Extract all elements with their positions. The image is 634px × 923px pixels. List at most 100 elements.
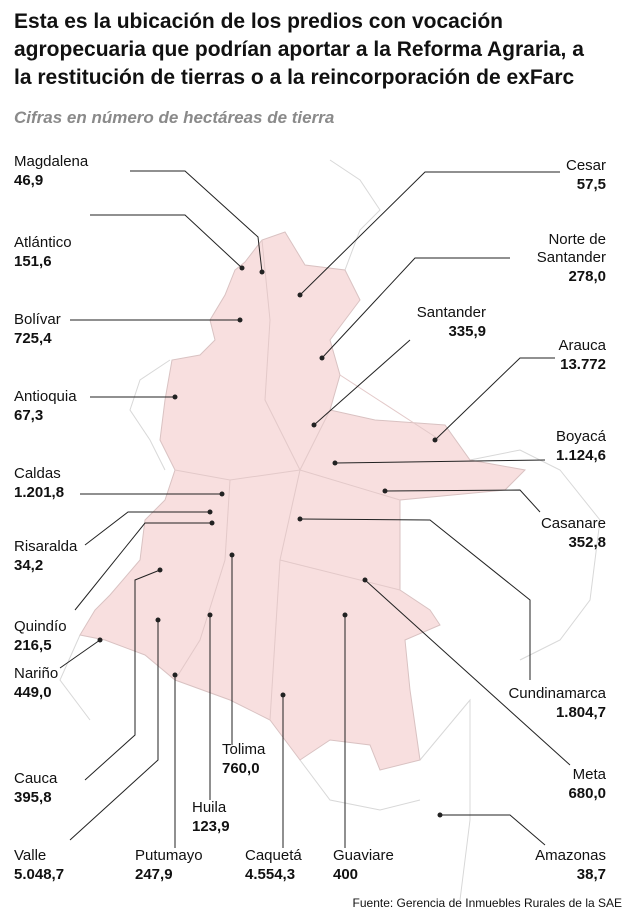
region-value: 449,0: [14, 684, 52, 701]
leader-line: [84, 511, 210, 546]
region-name: Risaralda: [14, 538, 78, 555]
location-dot: [280, 692, 286, 698]
region-name: Santander: [417, 304, 486, 321]
leader-line: [440, 814, 546, 846]
location-dot: [172, 394, 178, 400]
region-name: Cesar: [566, 157, 606, 174]
neighbor-borders: [59, 159, 601, 901]
location-dot: [319, 355, 325, 361]
title-line: la restitución de tierras o a la reincor…: [14, 66, 575, 89]
region-value: 123,9: [192, 818, 230, 835]
region-name: Valle: [14, 847, 46, 864]
region-value: 400: [333, 866, 358, 883]
region-name: Arauca: [558, 337, 606, 354]
location-dot: [155, 617, 161, 623]
title: Esta es la ubicación de los predios con …: [14, 10, 584, 89]
location-dot: [97, 637, 103, 643]
title-line: Esta es la ubicación de los predios con …: [14, 10, 503, 33]
location-dot: [332, 460, 338, 466]
leader-line: [334, 459, 546, 464]
region-name: Guaviare: [333, 847, 394, 864]
region-value: 1.124,6: [556, 447, 606, 464]
region-name: Bolívar: [14, 311, 61, 328]
region-value: 38,7: [577, 866, 606, 883]
region-name: Huila: [192, 799, 227, 816]
leader-line: [130, 170, 263, 273]
region-name: Caldas: [14, 465, 61, 482]
leader-line: [321, 257, 510, 359]
region-value: 67,3: [14, 407, 43, 424]
location-dot: [297, 292, 303, 298]
region-value: 57,5: [577, 176, 606, 193]
location-dot: [342, 612, 348, 618]
region-value: 335,9: [448, 323, 486, 340]
region-name: Quindío: [14, 618, 67, 635]
region-name: Putumayo: [135, 847, 203, 864]
leader-line: [84, 569, 161, 781]
department-borders: [174, 239, 441, 721]
region-value: 4.554,3: [245, 866, 295, 883]
leader-line: [384, 489, 541, 513]
location-dot: [437, 812, 443, 818]
region-value: 680,0: [568, 785, 606, 802]
location-dot: [157, 567, 163, 573]
location-dot: [207, 612, 213, 618]
location-dot: [237, 317, 243, 323]
location-dot: [382, 488, 388, 494]
location-dot: [311, 422, 317, 428]
region-name: Boyacá: [556, 428, 607, 445]
location-dot: [362, 577, 368, 583]
region-name: Atlántico: [14, 234, 72, 251]
location-dot: [209, 520, 215, 526]
region-name: Norte de Santander: [537, 231, 606, 266]
leader-line: [90, 214, 243, 269]
region-value: 395,8: [14, 789, 52, 806]
subtitle: Cifras en número de hectáreas de tierra: [14, 108, 334, 127]
title-line: agropecuaria que podrían aportar a la Re…: [14, 38, 584, 61]
region-name: Cauca: [14, 770, 58, 787]
location-dot: [239, 265, 245, 271]
colombia-map: [79, 231, 527, 771]
region-value: 216,5: [14, 637, 52, 654]
location-dot: [229, 552, 235, 558]
location-dot: [172, 672, 178, 678]
leader-line: [364, 579, 571, 766]
location-dot: [259, 269, 265, 275]
location-dot: [219, 491, 225, 497]
region-value: 278,0: [568, 268, 606, 285]
leader-line: [313, 339, 411, 426]
region-name: Amazonas: [535, 847, 606, 864]
region-value: 13.772: [560, 356, 606, 373]
region-value: 46,9: [14, 172, 43, 189]
region-value: 1.201,8: [14, 484, 64, 501]
leader-line: [74, 522, 212, 611]
region-name-line: Santander: [537, 249, 606, 266]
region-value: 34,2: [14, 557, 43, 574]
region-name: Meta: [573, 766, 607, 783]
leader-line: [69, 620, 159, 841]
leader-line: [299, 518, 531, 680]
region-value: 247,9: [135, 866, 173, 883]
region-value: 725,4: [14, 330, 52, 347]
region-name: Cundinamarca: [508, 685, 606, 702]
location-dot: [432, 437, 438, 443]
location-dot: [207, 509, 213, 515]
region-name: Nariño: [14, 665, 58, 682]
region-name: Antioquia: [14, 388, 77, 405]
leader-line: [299, 171, 560, 296]
leader-line: [59, 639, 101, 669]
location-dot: [297, 516, 303, 522]
region-value: 352,8: [568, 534, 606, 551]
region-name-line: Norte de: [548, 231, 606, 248]
region-name: Caquetá: [245, 847, 302, 864]
region-name: Magdalena: [14, 153, 89, 170]
region-name: Tolima: [222, 741, 266, 758]
leader-line: [434, 357, 555, 441]
region-value: 151,6: [14, 253, 52, 270]
region-value: 760,0: [222, 760, 260, 777]
source: Fuente: Gerencia de Inmuebles Rurales de…: [353, 896, 622, 910]
region-name: Casanare: [541, 515, 606, 532]
region-value: 1.804,7: [556, 704, 606, 721]
